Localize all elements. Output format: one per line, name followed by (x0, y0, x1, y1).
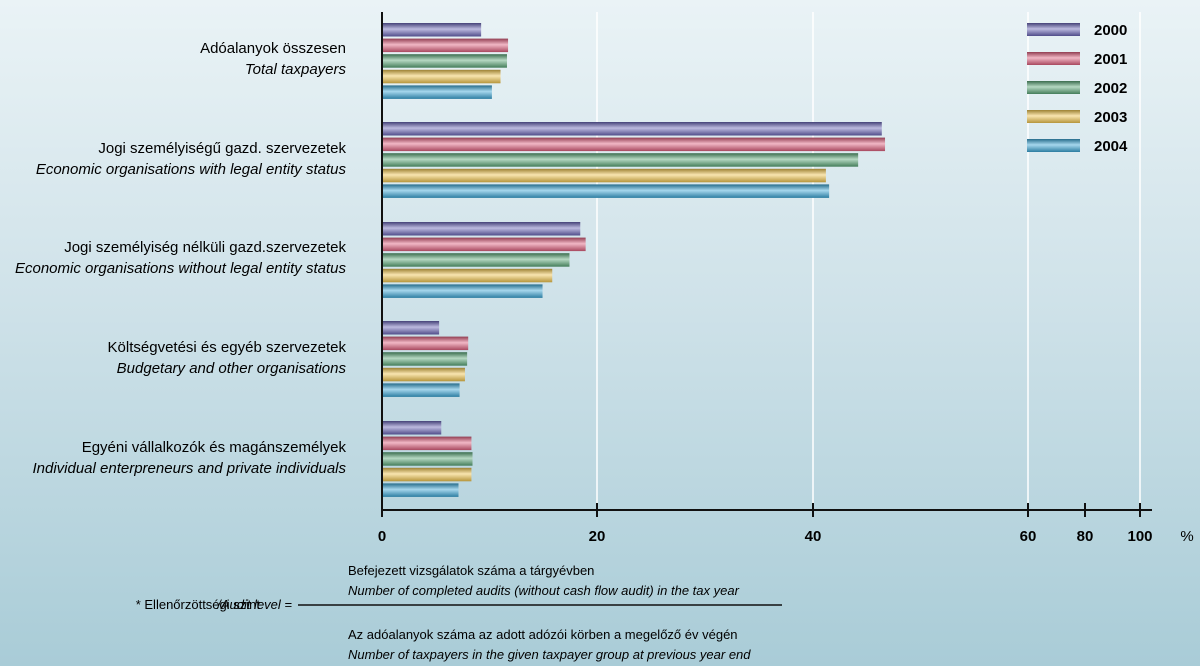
audit-level-formula: * Ellenőrzöttségi szint /Audit level = B… (136, 563, 782, 662)
formula-prefix-en: /Audit level = (216, 597, 292, 612)
bars (382, 23, 886, 497)
bar-2002-4 (382, 352, 468, 366)
bar-2001-2 (382, 137, 886, 152)
bar-2001-1 (382, 38, 509, 53)
x-tick-label: 100 (1127, 528, 1152, 545)
numerator-en: Number of completed audits (without cash… (348, 583, 740, 598)
category-label-hu: Jogi személyiségű gazd. szervezetek (98, 140, 346, 157)
x-tick-label: 80 (1077, 528, 1094, 545)
bar-2004-5 (382, 483, 459, 497)
x-axis: 0 20 40 60 80 100% (378, 12, 1194, 545)
bar-2001-3 (382, 237, 586, 252)
x-tick-label: 40 (805, 528, 822, 545)
bar-2002-1 (382, 54, 507, 68)
bar-2003-2 (382, 168, 826, 183)
bar-2003-5 (382, 467, 472, 482)
category-label-en: Budgetary and other organisations (117, 360, 347, 377)
legend-label-2003: 2003 (1094, 109, 1127, 126)
formula-prefix: * Ellenőrzöttségi szint (136, 597, 261, 612)
legend-label-2001: 2001 (1094, 51, 1127, 68)
category-label-hu: Költségvetési és egyéb szervezetek (108, 339, 347, 356)
legend-label-2002: 2002 (1094, 80, 1127, 97)
grid-lines (596, 12, 1141, 510)
category-label-en: Economic organisations without legal ent… (15, 260, 347, 277)
legend-swatch-2004 (1027, 139, 1080, 152)
bar-2002-3 (382, 253, 570, 267)
bar-2004-3 (382, 284, 543, 298)
category-label-en: Total taxpayers (245, 61, 347, 78)
legend-label-2000: 2000 (1094, 22, 1127, 39)
category-label-hu: Jogi személyiség nélküli gazd.szervezete… (64, 239, 346, 256)
bar-2000-3 (382, 222, 581, 236)
category-label-en: Economic organisations with legal entity… (36, 161, 347, 178)
numerator-hu: Befejezett vizsgálatok száma a tárgyévbe… (348, 563, 594, 578)
x-tick-label: 60 (1020, 528, 1037, 545)
bar-2004-4 (382, 383, 460, 397)
bar-2001-5 (382, 436, 472, 451)
bar-2000-4 (382, 321, 440, 335)
x-tick-label: 20 (589, 528, 606, 545)
legend: 2000 2001 2002 2003 2004 (1027, 22, 1128, 155)
bar-2001-4 (382, 336, 469, 351)
legend-swatch-2003 (1027, 110, 1080, 123)
x-tick-label: 0 (378, 528, 386, 545)
denominator-hu: Az adóalanyok száma az adott adózói körb… (348, 627, 738, 642)
x-unit-label: % (1180, 528, 1193, 545)
denominator-en: Number of taxpayers in the given taxpaye… (348, 647, 751, 662)
legend-label-2004: 2004 (1094, 138, 1128, 155)
bar-2003-1 (382, 69, 501, 84)
bar-2004-2 (382, 184, 830, 198)
category-label-en: Individual enterpreneurs and private ind… (32, 460, 346, 477)
bar-2000-5 (382, 421, 442, 435)
bar-2000-1 (382, 23, 482, 37)
category-label-hu: Egyéni vállalkozók és magánszemélyek (82, 439, 347, 456)
category-label-hu: Adóalanyok összesen (200, 40, 346, 57)
bar-2002-5 (382, 452, 473, 466)
category-labels: Adóalanyok összesen Total taxpayers Jogi s… (15, 40, 347, 477)
legend-swatch-2002 (1027, 81, 1080, 94)
bar-2004-1 (382, 85, 492, 99)
bar-2002-2 (382, 153, 859, 167)
bar-2003-3 (382, 268, 553, 283)
legend-swatch-2000 (1027, 23, 1080, 36)
bar-2000-2 (382, 122, 882, 136)
legend-swatch-2001 (1027, 52, 1080, 65)
bar-2003-4 (382, 367, 465, 382)
